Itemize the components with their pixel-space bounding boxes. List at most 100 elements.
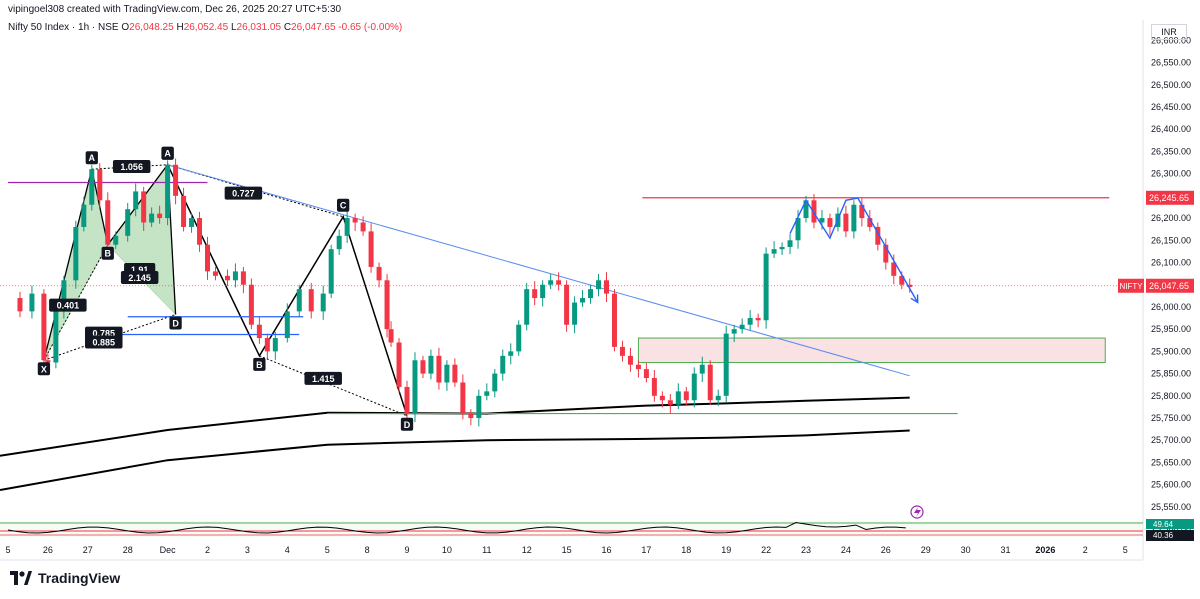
- ratio-label: 1.056: [120, 162, 143, 172]
- candle-body: [256, 324, 262, 339]
- candle-body: [149, 213, 155, 223]
- x-tick-label: 2: [1083, 545, 1088, 555]
- candle-body: [707, 364, 713, 401]
- candle-body: [891, 262, 897, 276]
- candle-body: [368, 231, 374, 267]
- price-tag-nifty: 26,047.65: [1149, 281, 1189, 291]
- candle-body: [197, 218, 203, 245]
- candle-body: [157, 213, 163, 219]
- x-tick-label: 16: [601, 545, 611, 555]
- y-tick-label: 26,600.00: [1151, 35, 1191, 45]
- x-tick-label: 23: [801, 545, 811, 555]
- pattern-point-label: A: [89, 153, 96, 163]
- projection-arrowhead: [910, 294, 919, 304]
- candle-body: [224, 275, 230, 281]
- projection-path: [789, 197, 919, 303]
- candle-body: [320, 293, 326, 312]
- candle-body: [205, 244, 210, 272]
- candle-body: [212, 271, 218, 276]
- candle-body: [484, 391, 490, 396]
- candle-body: [272, 338, 278, 352]
- x-tick-label: 26: [881, 545, 891, 555]
- ratio-label-bg: [49, 298, 87, 312]
- x-tick-label: 5: [1123, 545, 1128, 555]
- x-tick-label: 29: [921, 545, 931, 555]
- ratio-label: 0.785: [92, 329, 115, 339]
- candle-body: [604, 280, 609, 294]
- candle-body: [232, 271, 238, 281]
- candle-body: [667, 400, 673, 405]
- candle-body: [867, 218, 873, 227]
- candle-body: [165, 164, 171, 219]
- symbol-tag: NIFTY: [1119, 282, 1143, 291]
- abcd-point-label: C: [340, 201, 347, 211]
- candle-body: [755, 318, 761, 321]
- moving-average-line: [0, 429, 910, 491]
- candle-body: [360, 222, 366, 232]
- candle-body: [105, 200, 111, 245]
- ratio-label: 0.401: [57, 301, 80, 311]
- x-tick-label: 8: [365, 545, 370, 555]
- candle-body: [29, 293, 35, 312]
- indicator-tag-1-bg: [1146, 519, 1194, 529]
- close-value: 26,047.65: [291, 22, 336, 33]
- candle-body: [296, 289, 302, 312]
- y-tick-label: 26,100.00: [1151, 258, 1191, 268]
- y-tick-label: 25,850.00: [1151, 369, 1191, 379]
- symbol-label[interactable]: Nifty 50 Index · 1h · NSE: [8, 22, 119, 33]
- x-tick-label: 17: [641, 545, 651, 555]
- abcd-dotted-ac: [167, 164, 344, 218]
- ratio-label: 2.145: [128, 273, 151, 283]
- pattern-point-label-bg: [101, 246, 114, 260]
- y-tick-label: 26,550.00: [1151, 58, 1191, 68]
- candle-body: [61, 280, 67, 312]
- candle-body: [412, 360, 418, 414]
- candle-body: [779, 246, 785, 250]
- candle-body: [883, 244, 889, 263]
- candle-body: [588, 289, 594, 299]
- abcd-point-label-bg: [161, 146, 174, 160]
- x-tick-label: 2: [205, 545, 210, 555]
- candle-body: [500, 355, 506, 374]
- candle-body: [73, 226, 79, 281]
- candle-body: [715, 395, 721, 401]
- currency-button[interactable]: INR: [1151, 24, 1187, 40]
- candle-body: [819, 218, 825, 223]
- y-tick-label: 25,600.00: [1151, 480, 1191, 490]
- candle-body: [627, 355, 633, 365]
- low-value: 26,031.05: [236, 22, 282, 33]
- descending-trendline: [167, 164, 910, 377]
- candle-body: [699, 364, 705, 374]
- y-tick-label: 26,500.00: [1151, 80, 1191, 90]
- ratio-label: 1.415: [312, 374, 335, 384]
- pattern-point-label-bg: [169, 316, 182, 330]
- candle-body: [556, 280, 562, 285]
- y-tick-label: 25,700.00: [1151, 435, 1191, 445]
- candle-body: [827, 218, 833, 227]
- y-tick-label: 25,500.00: [1151, 524, 1191, 534]
- y-tick-label: 26,350.00: [1151, 146, 1191, 156]
- candle-body: [17, 298, 23, 312]
- x-tick-label: 15: [562, 545, 572, 555]
- candle-body: [803, 200, 809, 219]
- tradingview-logo[interactable]: TradingView: [10, 570, 120, 586]
- y-tick-label: 25,550.00: [1151, 502, 1191, 512]
- candle-body: [89, 169, 95, 205]
- candle-body: [739, 324, 745, 330]
- candle-body: [384, 280, 390, 330]
- indicator-value-2: 40.36: [1153, 531, 1174, 540]
- x-tick-label: 5: [325, 545, 330, 555]
- candle-body: [308, 289, 314, 312]
- candle-body: [492, 373, 498, 392]
- alert-bolt-icon: [914, 507, 921, 517]
- x-tick-label: 2026: [1035, 545, 1055, 555]
- price-tag-bg: [1146, 190, 1194, 205]
- high-value: 26,052.45: [183, 22, 229, 33]
- x-tick-label: 19: [721, 545, 731, 555]
- indicator-line: [7, 521, 906, 534]
- y-tick-label: 26,300.00: [1151, 169, 1191, 179]
- candle-body: [532, 289, 538, 299]
- x-tick-label: 5: [5, 545, 10, 555]
- candle-body: [771, 249, 777, 254]
